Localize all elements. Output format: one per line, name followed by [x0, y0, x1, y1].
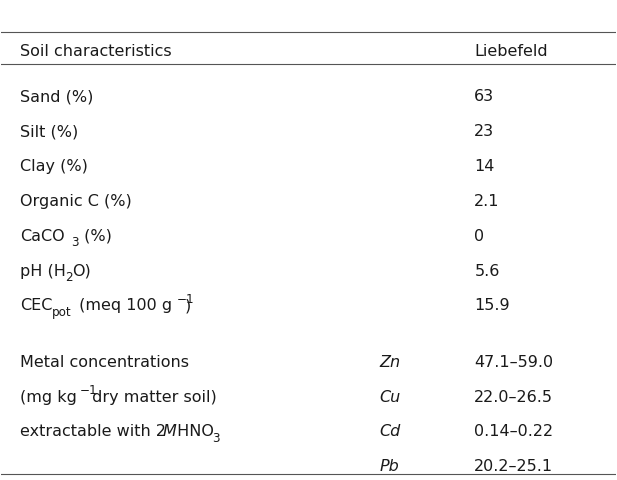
Text: Soil characteristics: Soil characteristics: [20, 44, 172, 59]
Text: (%): (%): [80, 228, 112, 244]
Text: (meq 100 g: (meq 100 g: [74, 299, 172, 313]
Text: (mg kg: (mg kg: [20, 389, 77, 405]
Text: 14: 14: [474, 159, 495, 174]
Text: 20.2–25.1: 20.2–25.1: [474, 459, 553, 474]
Text: 63: 63: [474, 89, 494, 104]
Text: 3: 3: [71, 236, 78, 249]
Text: 23: 23: [474, 124, 494, 139]
Text: dry matter soil): dry matter soil): [88, 389, 217, 405]
Text: Cd: Cd: [379, 424, 400, 439]
Text: CaCO: CaCO: [20, 228, 64, 244]
Text: ): ): [184, 299, 191, 313]
Text: extractable with 2: extractable with 2: [20, 424, 169, 439]
Text: 0.14–0.22: 0.14–0.22: [474, 424, 553, 439]
Text: CEC: CEC: [20, 299, 52, 313]
Text: Silt (%): Silt (%): [20, 124, 78, 139]
Text: O): O): [72, 264, 91, 278]
Text: Metal concentrations: Metal concentrations: [20, 355, 189, 370]
Text: M: M: [162, 424, 176, 439]
Text: 15.9: 15.9: [474, 299, 510, 313]
Text: Liebefeld: Liebefeld: [474, 44, 548, 59]
Text: Clay (%): Clay (%): [20, 159, 88, 174]
Text: 47.1–59.0: 47.1–59.0: [474, 355, 553, 370]
Text: 5.6: 5.6: [474, 264, 500, 278]
Text: pH (H: pH (H: [20, 264, 65, 278]
Text: 2: 2: [65, 271, 73, 284]
Text: Cu: Cu: [379, 389, 400, 405]
Text: 22.0–26.5: 22.0–26.5: [474, 389, 553, 405]
Text: −1: −1: [176, 293, 194, 306]
Text: −1: −1: [80, 384, 97, 397]
Text: Sand (%): Sand (%): [20, 89, 93, 104]
Text: 0: 0: [474, 228, 484, 244]
Text: Pb: Pb: [379, 459, 399, 474]
Text: 2.1: 2.1: [474, 194, 500, 209]
Text: HNO: HNO: [172, 424, 214, 439]
Text: pot: pot: [52, 306, 72, 319]
Text: 3: 3: [212, 432, 220, 444]
Text: Zn: Zn: [379, 355, 400, 370]
Text: Organic C (%): Organic C (%): [20, 194, 131, 209]
